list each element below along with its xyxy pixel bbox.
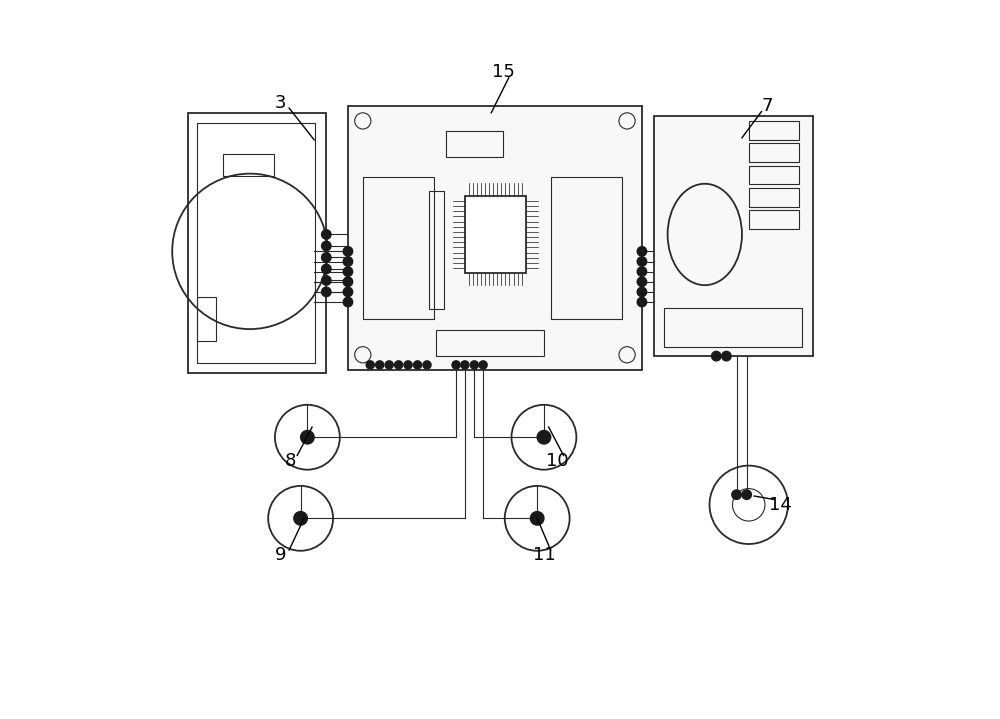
Circle shape [479,361,487,369]
Circle shape [343,298,353,307]
Circle shape [385,361,393,369]
Text: 11: 11 [533,546,555,564]
Circle shape [404,361,412,369]
Bar [197,123,315,363]
Circle shape [322,264,331,274]
Circle shape [395,361,403,369]
Circle shape [742,490,751,500]
Text: 7: 7 [761,97,773,115]
Bar [749,165,799,185]
Circle shape [376,361,384,369]
Circle shape [366,361,374,369]
Circle shape [470,361,478,369]
Circle shape [322,242,331,251]
Circle shape [343,287,353,297]
Circle shape [301,431,314,444]
Circle shape [343,257,353,266]
Circle shape [732,490,741,500]
Circle shape [322,287,331,297]
Circle shape [452,361,460,369]
Bar [363,177,434,319]
Circle shape [413,361,422,369]
Bar [429,191,444,309]
Bar [446,131,503,157]
Circle shape [322,230,331,239]
Bar [749,210,799,229]
Circle shape [343,277,353,286]
Text: 15: 15 [492,63,515,81]
Circle shape [537,431,551,444]
Bar [654,116,813,356]
Bar [749,143,799,162]
Bar [436,331,544,356]
Circle shape [637,298,647,307]
Bar [465,196,526,273]
Circle shape [461,361,469,369]
Bar [664,308,802,347]
Circle shape [530,512,544,525]
Text: 3: 3 [275,93,286,111]
Circle shape [637,277,647,286]
Circle shape [343,247,353,256]
Circle shape [423,361,431,369]
Circle shape [637,267,647,276]
Circle shape [637,287,647,297]
Bar [551,177,622,319]
Circle shape [722,352,731,361]
Bar [223,154,274,175]
Circle shape [322,252,331,262]
Circle shape [712,352,721,361]
Circle shape [294,512,307,525]
Text: 9: 9 [275,546,286,564]
Bar [749,121,799,139]
Circle shape [637,247,647,256]
Bar [348,106,642,370]
Circle shape [322,275,331,285]
Text: 10: 10 [546,452,569,470]
Text: 8: 8 [285,452,296,470]
Circle shape [343,267,353,276]
Bar [188,113,326,373]
Bar [749,188,799,207]
Bar [197,297,216,341]
Circle shape [637,257,647,266]
Text: 14: 14 [769,496,792,514]
